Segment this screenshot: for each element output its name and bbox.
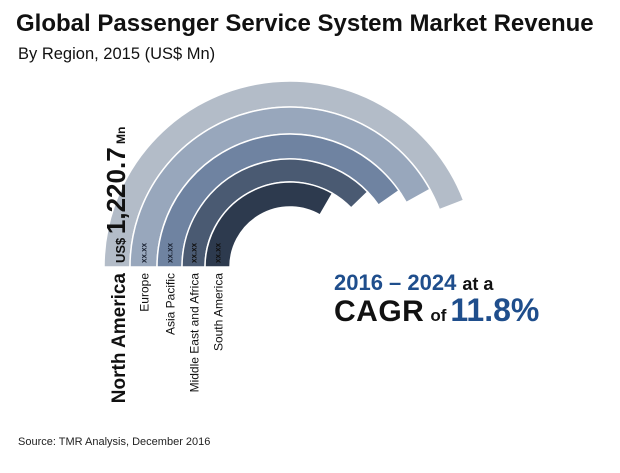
chart-subtitle: By Region, 2015 (US$ Mn) bbox=[18, 45, 216, 63]
cagr-at-a: at a bbox=[462, 274, 494, 294]
value-label-europe: xx.xx bbox=[140, 242, 149, 263]
category-label-middle-east-and-africa: Middle East and Africa bbox=[188, 273, 202, 393]
cagr-value-line: CAGR of 11.8% bbox=[334, 292, 539, 329]
cagr-of: of bbox=[430, 306, 447, 325]
category-label-europe: Europe bbox=[138, 273, 152, 312]
category-label-south-america: South America bbox=[212, 273, 226, 351]
cagr-period-line: 2016 – 2024 at a bbox=[334, 270, 493, 296]
value-label-asia-pacific: xx.xx bbox=[166, 242, 175, 263]
value-label-north-america: US$ 1,220.7 Mn bbox=[101, 127, 131, 263]
category-label-north-america: North America bbox=[109, 273, 130, 404]
category-label-asia-pacific: Asia Pacific bbox=[164, 273, 178, 335]
cagr-value: 11.8% bbox=[450, 292, 540, 328]
value-label-middle-east-and-africa: xx.xx bbox=[190, 242, 199, 263]
arc-group bbox=[103, 80, 465, 268]
value-label-south-america: xx.xx bbox=[214, 242, 223, 263]
source-note: Source: TMR Analysis, December 2016 bbox=[18, 436, 211, 448]
label-group: North America US$ 1,220.7 Mn Europe xx.xx As… bbox=[101, 127, 226, 404]
chart-title: Global Passenger Service System Market R… bbox=[16, 10, 594, 37]
cagr-label: CAGR bbox=[334, 295, 425, 328]
cagr-period: 2016 – 2024 bbox=[334, 270, 457, 295]
arc-south-america bbox=[204, 181, 334, 268]
